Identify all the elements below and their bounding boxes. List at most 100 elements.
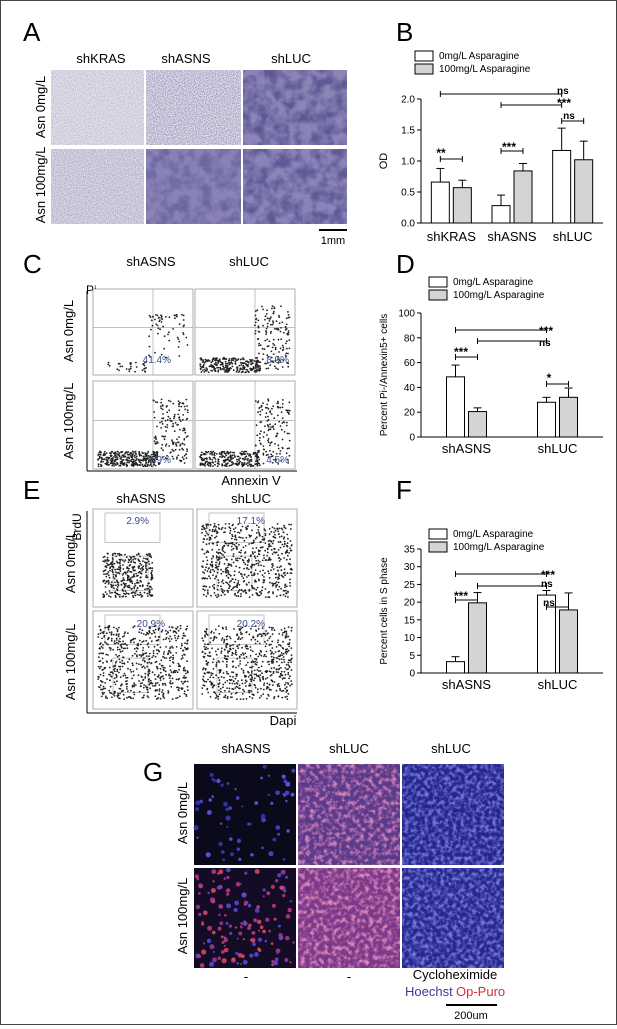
panel-f-sig-label-0: *** — [541, 568, 555, 582]
flow-c-shluc-0 — [194, 288, 296, 376]
panel-f-sig-label-2: *** — [454, 589, 468, 603]
panel-d-cat-1: shLUC — [538, 441, 578, 456]
flow-e-shasns-0-gate-s — [104, 512, 161, 543]
panel-d-sig-label-0: *** — [539, 324, 553, 338]
micrograph-shasns-100-texture — [146, 149, 241, 224]
fluor-chx-100-texture — [402, 868, 504, 968]
panel-f-sig-label-3: ns — [543, 598, 555, 609]
panel-b-y-label: OD — [378, 153, 390, 170]
micrograph-shluc-100-texture — [243, 149, 347, 224]
panel-c-col-1: shASNS — [126, 254, 175, 269]
micrograph-shasns-0-texture — [146, 70, 241, 145]
flow-e-shasns-100-dots — [97, 624, 189, 700]
panel-c-pct-2: 8.9% — [266, 355, 289, 366]
panel-e: E shASNS shLUC BrdU Dapi Asn 0mg/L Asn 1… — [23, 475, 298, 728]
panel-b-ytick-label-3: 1.5 — [401, 126, 415, 137]
panel-d-bar-0-0 — [446, 376, 465, 438]
panel-b-bar-1-1 — [513, 170, 533, 224]
panel-e-pct-3: 20.9% — [137, 619, 165, 630]
panel-e-pct-4: 20.2% — [237, 619, 265, 630]
panel-e-col-2: shLUC — [231, 491, 271, 506]
panel-b-legend-label-0: 0mg/L Asparagine — [439, 51, 520, 62]
panel-g-scale-label: 200um — [454, 1010, 488, 1022]
panel-c-y-axis: Pi — [86, 283, 97, 297]
panel-a-row-2: Asn 100mg/L — [33, 147, 48, 224]
fluor-chx-0-texture — [402, 764, 504, 865]
panel-f-legend-label-1: 100mg/L Asparagine — [453, 542, 545, 553]
fluor-shasns-0 — [194, 764, 296, 865]
panel-d-ytick-label-5: 100 — [398, 309, 415, 320]
panel-c-letter: C — [23, 249, 42, 279]
panel-d-letter: D — [396, 249, 415, 279]
panel-f-y-label: Percent cells in S phase — [379, 557, 390, 665]
panel-b-cat-1: shASNS — [487, 229, 536, 244]
panel-d-bar-0-1 — [468, 411, 487, 438]
panel-a-row-1: Asn 0mg/L — [33, 76, 48, 138]
panel-d-sig-label-1: ns — [539, 338, 551, 349]
panel-e-row-1: Asn 0mg/L — [63, 531, 78, 593]
panel-b-legend-swatch-1 — [414, 63, 434, 75]
panel-c-pct-1: 41.4% — [143, 355, 171, 366]
panel-g: G shASNS shLUC shLUC Asn 0mg/L Asn 100mg… — [143, 741, 505, 1022]
panel-b-ytick-label-0: 0.0 — [401, 219, 415, 230]
panel-b-sig-label-3: *** — [502, 140, 516, 154]
panel-d-cat-0: shASNS — [442, 441, 491, 456]
flow-e-shluc-100-gate-s — [208, 614, 265, 645]
panel-g-col-1: shASNS — [221, 741, 270, 756]
panel-g-row-2: Asn 100mg/L — [175, 878, 190, 955]
panel-a-col-3: shLUC — [271, 51, 311, 66]
panel-g-col-2: shLUC — [329, 741, 369, 756]
flow-e-shluc-0 — [196, 508, 298, 608]
panel-b-ytick-label-1: 0.5 — [401, 188, 415, 199]
panel-f-bar-0-1 — [468, 602, 487, 674]
panel-b-legend-label-1: 100mg/L Asparagine — [439, 64, 531, 75]
flow-c-shasns-0-dots — [107, 313, 189, 373]
panel-e-col-1: shASNS — [116, 491, 165, 506]
panel-g-col-3: shLUC — [431, 741, 471, 756]
panel-b-ytick-label-2: 1.0 — [401, 157, 415, 168]
panel-f-ytick-label-4: 20 — [404, 598, 416, 609]
panel-e-row-2: Asn 100mg/L — [63, 624, 78, 701]
panel-g-letter: G — [143, 757, 163, 787]
panel-f-ytick-label-6: 30 — [404, 562, 416, 573]
flow-c-shluc-0-dots — [199, 305, 291, 374]
panel-f-legend-swatch-1 — [428, 541, 448, 553]
panel-c-row-1: Asn 0mg/L — [61, 300, 76, 362]
panel-d-sig-label-2: *** — [454, 345, 468, 359]
panel-g-treatment-1: - — [244, 969, 248, 984]
panel-b-bar-1-0 — [491, 205, 511, 224]
panel-b-sig-label-2: ** — [436, 146, 446, 160]
panel-d-ytick-label-1: 20 — [404, 408, 416, 419]
panel-d-bar-1-1 — [559, 396, 578, 438]
micrograph-shluc-0-texture — [243, 70, 347, 145]
fluor-shasns-100 — [194, 868, 296, 968]
flow-c-shasns-0 — [92, 288, 194, 376]
panel-d-bar-1-0 — [537, 401, 556, 438]
panel-e-x-axis: Dapi — [270, 713, 297, 728]
panel-g-stain-op-puro: Op-Puro — [456, 984, 505, 999]
panel-c-pct-3: 4.9% — [148, 455, 171, 466]
panel-e-pct-2: 17.1% — [237, 516, 265, 527]
panel-a-scale-label: 1mm — [321, 235, 345, 247]
panel-f-cat-0: shASNS — [442, 677, 491, 692]
panel-d-y-label: Percent Pi-/Annexin5+ cells — [379, 314, 390, 437]
flow-e-shluc-100-dots — [201, 624, 293, 701]
panel-g-stain-hoechst: Hoechst — [405, 984, 453, 999]
panel-b-sig-label-1: *** — [557, 96, 571, 110]
fluor-shluc-0-texture — [298, 764, 400, 865]
panel-g-row-1: Asn 0mg/L — [175, 782, 190, 844]
panel-a-col-1: shKRAS — [76, 51, 125, 66]
panel-f-bar-1-1 — [559, 609, 578, 674]
flow-c-shluc-100-dots — [199, 398, 291, 468]
panel-e-letter: E — [23, 475, 40, 505]
flow-e-shasns-100-gate-s — [104, 614, 161, 645]
panel-g-treatment-3: Cycloheximide — [413, 967, 498, 982]
panel-c-row-2: Asn 100mg/L — [61, 383, 76, 460]
panel-d-legend-swatch-0 — [428, 276, 448, 288]
panel-f-letter: F — [396, 475, 412, 505]
panel-f-ytick-label-0: 0 — [409, 669, 415, 680]
panel-f-ytick-label-5: 25 — [404, 580, 416, 591]
panel-f-legend-label-0: 0mg/L Asparagine — [453, 529, 534, 540]
micrograph-shkras-0-texture — [51, 70, 144, 145]
